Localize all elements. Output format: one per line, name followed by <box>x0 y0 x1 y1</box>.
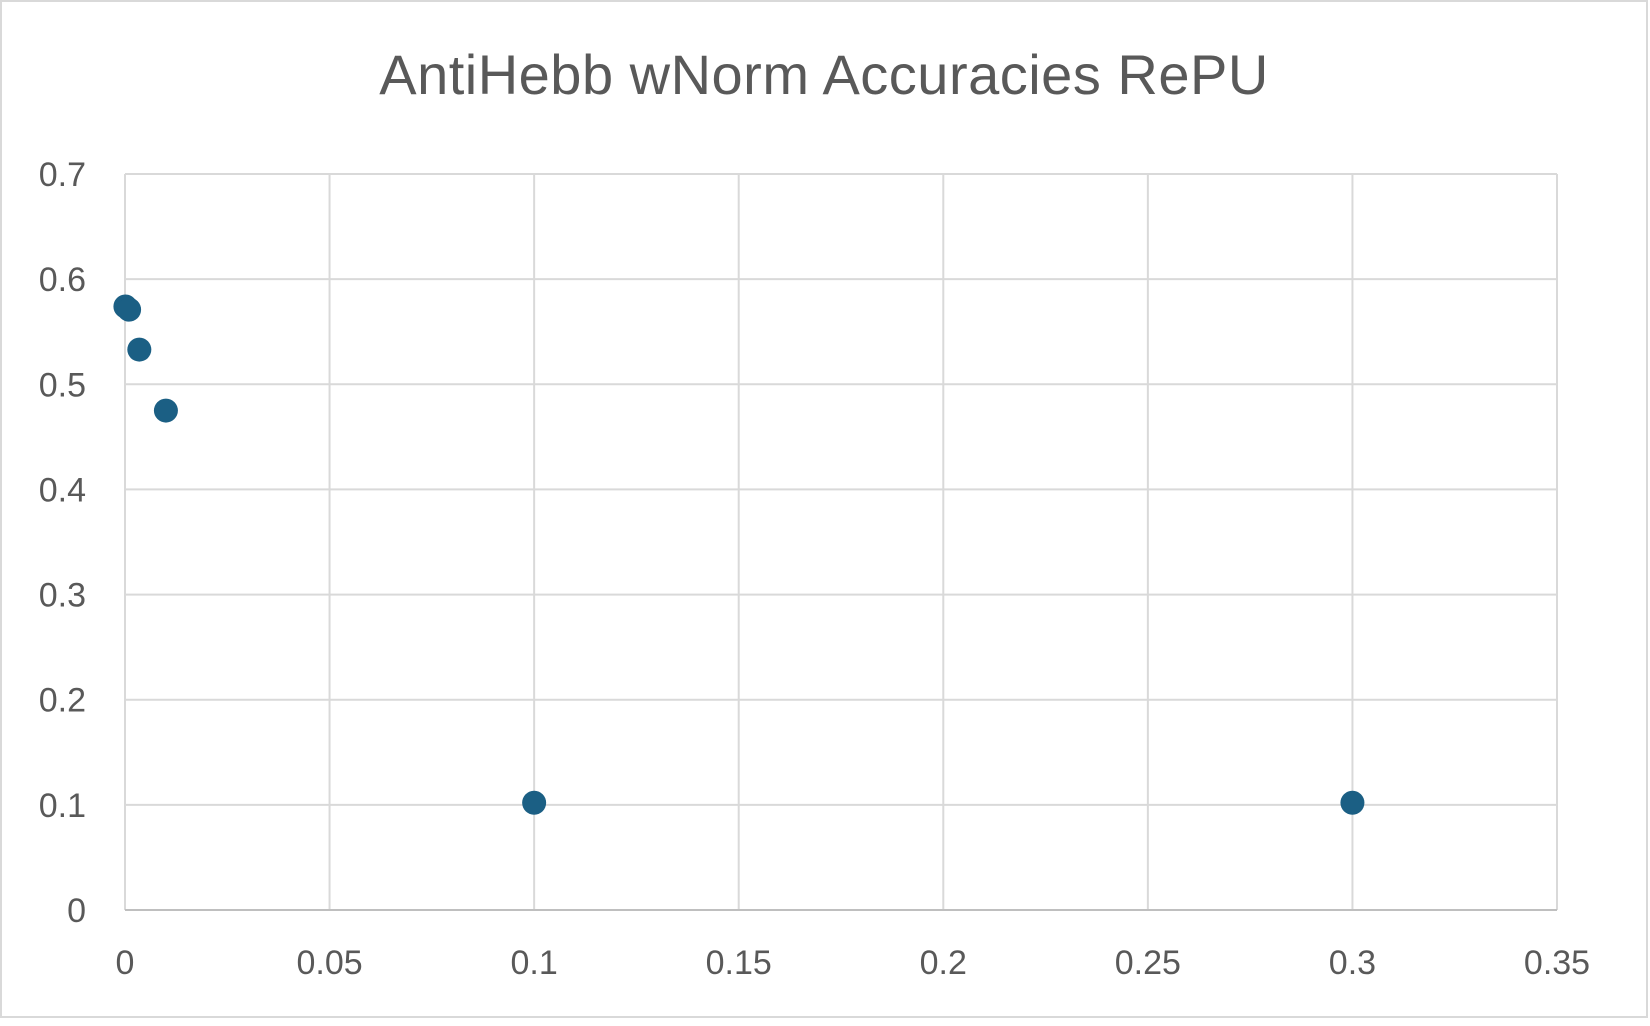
chart-title: AntiHebb wNorm Accuracies RePU <box>379 43 1269 106</box>
data-point <box>127 337 152 362</box>
x-tick-label: 0.15 <box>706 944 772 982</box>
x-tick-label: 0.35 <box>1524 944 1590 982</box>
x-tick-label: 0.2 <box>920 944 967 982</box>
y-tick-label: 0.3 <box>39 577 86 615</box>
y-axis-tick-labels: 0 0.1 0.2 0.3 0.4 0.5 0.6 0.7 <box>39 156 86 930</box>
data-point <box>153 398 178 423</box>
x-axis-tick-labels: 0 0.05 0.1 0.15 0.2 0.25 0.3 0.35 <box>116 944 1591 982</box>
x-tick-label: 0.1 <box>511 944 558 982</box>
data-point <box>1340 790 1365 815</box>
x-tick-label: 0.25 <box>1115 944 1181 982</box>
x-tick-label: 0.05 <box>296 944 362 982</box>
y-tick-label: 0.5 <box>39 366 86 404</box>
data-points <box>113 294 1365 815</box>
x-tick-label: 0 <box>116 944 135 982</box>
y-tick-label: 0.2 <box>39 682 86 720</box>
x-tick-label: 0.3 <box>1329 944 1376 982</box>
data-point <box>117 297 142 322</box>
y-tick-label: 0.1 <box>39 787 86 825</box>
data-point <box>522 790 547 815</box>
y-tick-label: 0.7 <box>39 156 86 194</box>
grid-lines <box>124 173 1558 911</box>
y-tick-label: 0.6 <box>39 261 86 299</box>
y-tick-label: 0.4 <box>39 471 86 509</box>
y-tick-label: 0 <box>67 892 86 930</box>
